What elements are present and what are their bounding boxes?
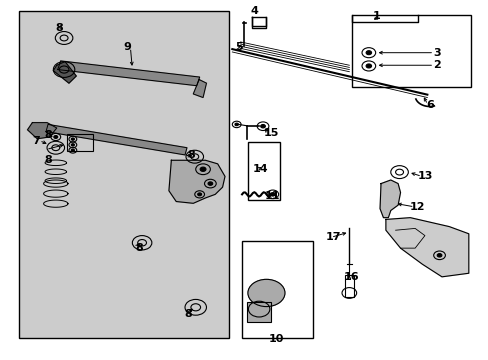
Text: 8: 8	[55, 23, 63, 33]
Circle shape	[260, 125, 265, 128]
Text: 16: 16	[343, 272, 359, 282]
Text: 8: 8	[186, 150, 194, 160]
Polygon shape	[53, 62, 76, 83]
Bar	[242, 241, 312, 338]
Text: 17: 17	[325, 232, 341, 242]
Circle shape	[71, 144, 74, 146]
Text: 1: 1	[371, 11, 379, 21]
Text: 15: 15	[263, 129, 279, 138]
Text: 7: 7	[32, 136, 40, 145]
Text: 4: 4	[250, 6, 258, 17]
Circle shape	[436, 253, 441, 257]
Text: 12: 12	[409, 202, 425, 212]
Text: 10: 10	[268, 333, 284, 343]
Circle shape	[247, 279, 285, 307]
Circle shape	[207, 182, 212, 185]
Bar	[246, 302, 271, 321]
Circle shape	[366, 64, 371, 68]
Circle shape	[366, 51, 371, 55]
Polygon shape	[27, 123, 57, 139]
Polygon shape	[193, 80, 206, 98]
Text: 6: 6	[425, 100, 433, 110]
Circle shape	[71, 149, 74, 152]
Circle shape	[197, 193, 201, 196]
Circle shape	[200, 167, 205, 171]
Text: 9: 9	[123, 42, 131, 52]
Text: 13: 13	[416, 171, 432, 181]
Text: 8: 8	[44, 130, 52, 140]
Text: 5: 5	[234, 42, 242, 52]
Text: 2: 2	[432, 60, 440, 70]
Bar	[248, 142, 280, 200]
Text: 8: 8	[184, 310, 192, 319]
Circle shape	[234, 123, 238, 126]
Polygon shape	[379, 180, 400, 218]
Bar	[344, 275, 353, 297]
Text: 8: 8	[136, 243, 143, 253]
Circle shape	[71, 138, 74, 140]
Polygon shape	[46, 125, 186, 155]
Circle shape	[270, 193, 275, 196]
Text: 3: 3	[432, 48, 440, 58]
Polygon shape	[168, 160, 224, 203]
Polygon shape	[58, 61, 199, 86]
Bar	[66, 134, 93, 151]
Bar	[19, 12, 228, 338]
Text: 14: 14	[252, 164, 268, 174]
Bar	[351, 15, 470, 87]
Circle shape	[54, 135, 58, 138]
Text: 8: 8	[44, 155, 52, 165]
Text: 11: 11	[264, 191, 280, 201]
Polygon shape	[385, 218, 468, 277]
